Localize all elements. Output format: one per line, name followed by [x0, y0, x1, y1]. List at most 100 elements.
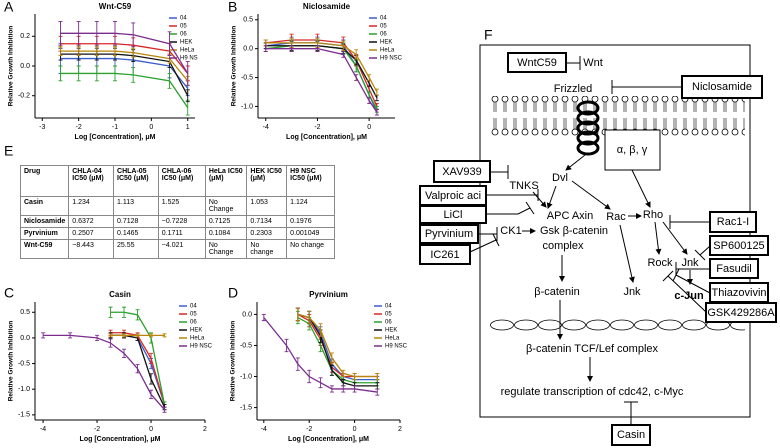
error-bar [95, 334, 100, 341]
table-cell: Niclosamide [19, 215, 70, 228]
arrow [619, 224, 635, 283]
error-bar [261, 313, 266, 322]
series-line [43, 334, 166, 411]
legend-label: 06 [385, 320, 392, 326]
drug-box [709, 258, 759, 279]
error-bar [295, 357, 300, 371]
error-bar [318, 377, 323, 389]
table-cell: 0.001049 [286, 227, 335, 240]
drug-label: Thiazovivin [711, 287, 766, 299]
pathway-diagram: F WntC59 Niclosamide XAV939 Valproic aci… [419, 27, 777, 446]
table-cell: No change [246, 239, 288, 259]
drug-label: SP600125 [713, 240, 764, 252]
y-tick-label: -0.5 [241, 74, 253, 81]
error-bar [58, 65, 63, 82]
error-bar [374, 88, 379, 96]
error-bar [263, 45, 268, 53]
error-bar [113, 46, 117, 57]
table-cell: Casin [19, 196, 70, 216]
drug-boxes: WntC59 Niclosamide XAV939 Valproic aci L… [419, 52, 777, 446]
node-label: APC Axin [547, 210, 593, 222]
y-tick-label: 0.5 [243, 17, 253, 24]
error-bar [284, 338, 289, 353]
node-label: CK1 [500, 225, 521, 237]
x-tick-label: -4 [261, 426, 267, 433]
x-tick-label: -2 [306, 426, 312, 433]
table-cell: 0.2507 [68, 227, 115, 240]
error-bar [315, 45, 320, 53]
error-bar [131, 22, 136, 48]
node-label: β-catenin [534, 286, 579, 298]
x-tick-label: 1 [186, 124, 190, 131]
error-bar [122, 333, 127, 338]
drug-label: XAV939 [442, 166, 482, 178]
legend-label: H9 NSC [380, 56, 403, 62]
pathway-nodes: Wnt Frizzled α, β, γ Dvl TNKS APC Axin G… [500, 57, 704, 398]
error-bar [113, 20, 117, 46]
y-tick-label: -0.2 [18, 93, 30, 100]
arrow [662, 221, 688, 255]
drug-label: Rac1-I [717, 216, 749, 228]
series-line [60, 72, 189, 108]
error-bar [185, 89, 190, 103]
table-cell: 1.113 [113, 196, 159, 216]
legend-label: 04 [380, 16, 387, 22]
node-label: TNKS [509, 180, 538, 192]
drug-label: Pyrvinium [425, 228, 473, 240]
legend-label: HEK [180, 40, 192, 46]
drug-box [419, 205, 487, 224]
arrow [532, 191, 547, 208]
x-axis-label: Log [Concentration], μM [80, 436, 161, 443]
table-cell: Wnt-C59 [19, 239, 70, 259]
y-tick-label: -0.5 [240, 342, 252, 349]
table-cell: ~8.443 [68, 239, 115, 259]
x-axis-label: Log [Concentration], μM [75, 134, 156, 141]
error-bar [318, 323, 323, 337]
y-axis-label: Relative Growth Inhibition [230, 321, 237, 402]
error-bar [58, 46, 63, 57]
x-tick-label: 0 [149, 426, 153, 433]
inhibit-line [486, 201, 535, 215]
x-tick-label: -2 [94, 426, 100, 433]
x-tick-label: -3 [39, 124, 45, 131]
table-cell: ~4.021 [157, 239, 206, 259]
legend-label: HeLa [385, 336, 400, 342]
legend-label: H9 NS [180, 56, 198, 62]
legend-label: HEK [385, 328, 397, 334]
panel-label: D [228, 285, 238, 301]
inhibit-line [694, 245, 711, 261]
y-tick-label: -1.5 [18, 412, 30, 419]
error-bar [341, 385, 346, 393]
arrow [654, 221, 662, 255]
drug-box [709, 235, 769, 256]
y-tick-label: -0.5 [18, 360, 30, 367]
y-tick-label: 0.0 [242, 311, 252, 318]
legend-label: HeLa [190, 336, 205, 342]
node-label: Dvl [552, 172, 568, 184]
table-row: Niclosamide 0.6372 0.7128 ~0.7228 0.7125 0.71… [19, 215, 335, 228]
drug-label: LiCl [444, 209, 463, 221]
chart-title: Wnt-C59 [99, 2, 132, 11]
drug-box [433, 160, 491, 183]
table-cell: 1.525 [157, 196, 206, 216]
drug-label: Casin [617, 429, 645, 441]
node-label: Jnk [681, 257, 699, 269]
y-axis-label: Relative Growth Inhibition [8, 321, 15, 402]
x-tick-label: -4 [40, 426, 46, 433]
drug-label: WntC59 [517, 57, 557, 69]
drug-box [681, 75, 763, 99]
error-bar [185, 61, 190, 86]
frizzled-receptor [576, 100, 600, 156]
x-tick-label: 2 [398, 426, 402, 433]
table-cell: HeLa IC50 (μM) [204, 165, 248, 197]
error-bar [108, 306, 113, 318]
error-bar [162, 406, 167, 413]
error-bar [149, 352, 154, 365]
table-row: Drug CHLA-04 IC50 (μM) CHLA-05 IC50 (μM) CH… [19, 165, 335, 197]
table-cell: Pyrvinium [19, 227, 70, 240]
error-bar [135, 364, 140, 374]
node-label: α, β, γ [617, 144, 648, 156]
table-cell: No Change [204, 239, 248, 259]
